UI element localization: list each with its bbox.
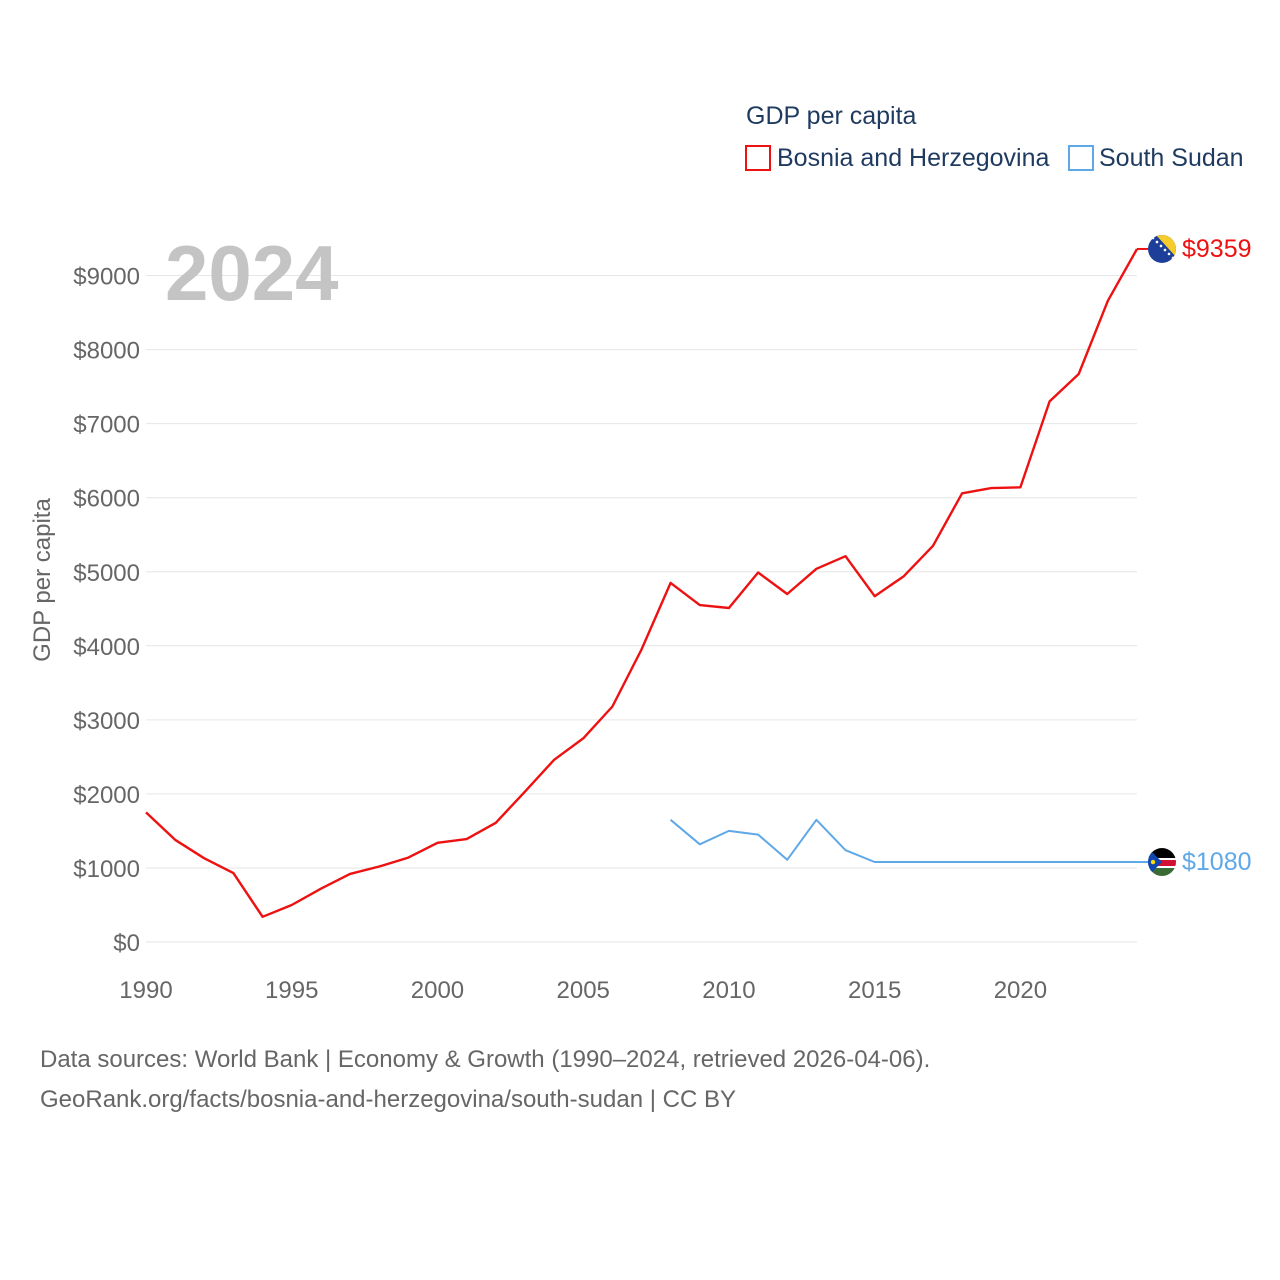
y-axis-label: GDP per capita	[29, 498, 56, 662]
legend-label-south-sudan: South Sudan	[1099, 144, 1244, 172]
legend-swatch-south-sudan	[1068, 145, 1094, 171]
y-tick-label: $9000	[73, 264, 140, 291]
y-tick-label: $6000	[73, 486, 140, 513]
footer-url: GeoRank.org/facts/bosnia-and-herzegovina…	[40, 1086, 736, 1113]
series-line-south-sudan	[669, 818, 1137, 863]
y-tick-label: $7000	[73, 412, 140, 439]
x-tick-label: 2015	[848, 977, 901, 1004]
y-axis-ticks: $0 $1000 $2000 $3000 $4000 $5000 $6000 $7000 $80…	[73, 264, 140, 957]
grid-lines	[146, 275, 1137, 943]
end-marker-south-sudan: $1080	[1137, 848, 1252, 877]
x-tick-label: 1995	[265, 977, 318, 1004]
year-label: 2024	[165, 229, 339, 317]
y-tick-label: $3000	[73, 708, 140, 735]
series-lines	[145, 248, 1139, 918]
y-tick-label: $0	[113, 930, 140, 957]
footer-sources: Data sources: World Bank | Economy & Gro…	[40, 1046, 931, 1073]
legend-title: GDP per capita	[746, 102, 917, 130]
south-sudan-flag-icon	[1148, 848, 1176, 877]
y-tick-label: $4000	[73, 634, 140, 661]
legend-swatch-bosnia	[745, 145, 771, 171]
end-value-south-sudan: $1080	[1182, 848, 1252, 876]
x-tick-label: 2005	[557, 977, 610, 1004]
x-axis-ticks: 1990 1995 2000 2005 2010 2015 2020	[119, 977, 1047, 1004]
series-line-bosnia	[145, 248, 1139, 918]
y-tick-label: $1000	[73, 856, 140, 883]
x-tick-label: 2010	[702, 977, 755, 1004]
end-marker-bosnia: $9359	[1137, 234, 1252, 263]
y-tick-label: $5000	[73, 560, 140, 587]
bosnia-flag-icon	[1148, 234, 1176, 263]
legend-label-bosnia: Bosnia and Herzegovina	[777, 144, 1049, 172]
end-value-bosnia: $9359	[1182, 235, 1252, 263]
x-tick-label: 2000	[411, 977, 464, 1004]
y-tick-label: $8000	[73, 338, 140, 365]
y-tick-label: $2000	[73, 782, 140, 809]
x-tick-label: 2020	[994, 977, 1047, 1004]
x-tick-label: 1990	[119, 977, 172, 1004]
footer: Data sources: World Bank | Economy & Gro…	[40, 1040, 930, 1120]
